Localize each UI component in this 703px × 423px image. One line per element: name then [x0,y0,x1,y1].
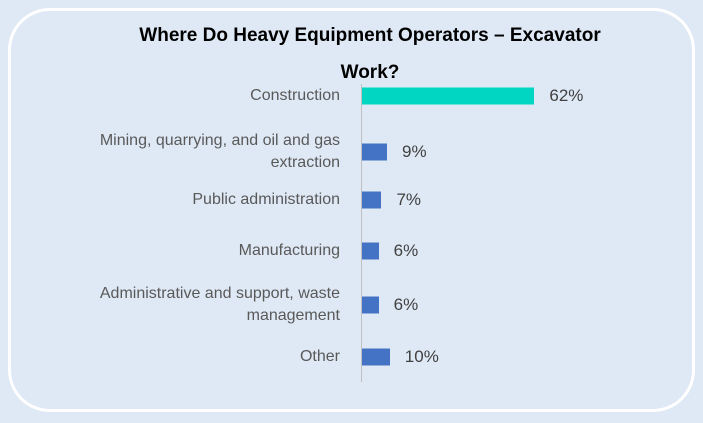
category-label: Mining, quarrying, and oil and gas extra… [99,132,340,171]
category-label: Administrative and support, waste manage… [99,285,340,324]
data-label: 10% [404,347,439,366]
category-axis [361,84,362,382]
data-label: 62% [549,86,584,105]
category-label: Other [299,348,340,365]
bar [362,191,382,209]
category-label: Manufacturing [238,242,340,259]
data-label: 6% [393,295,419,314]
category-label: Construction [250,87,340,104]
bar [362,296,379,314]
data-label: 9% [402,142,427,161]
bar [362,242,379,260]
chart-title: Where Do Heavy Equipment Operators – Exc… [139,25,601,83]
bar [362,87,535,105]
panel [8,8,695,412]
data-label: 7% [396,190,422,209]
data-label: 6% [393,241,419,260]
category-label: Public administration [192,191,340,208]
bar [362,348,390,366]
bar [362,143,388,161]
